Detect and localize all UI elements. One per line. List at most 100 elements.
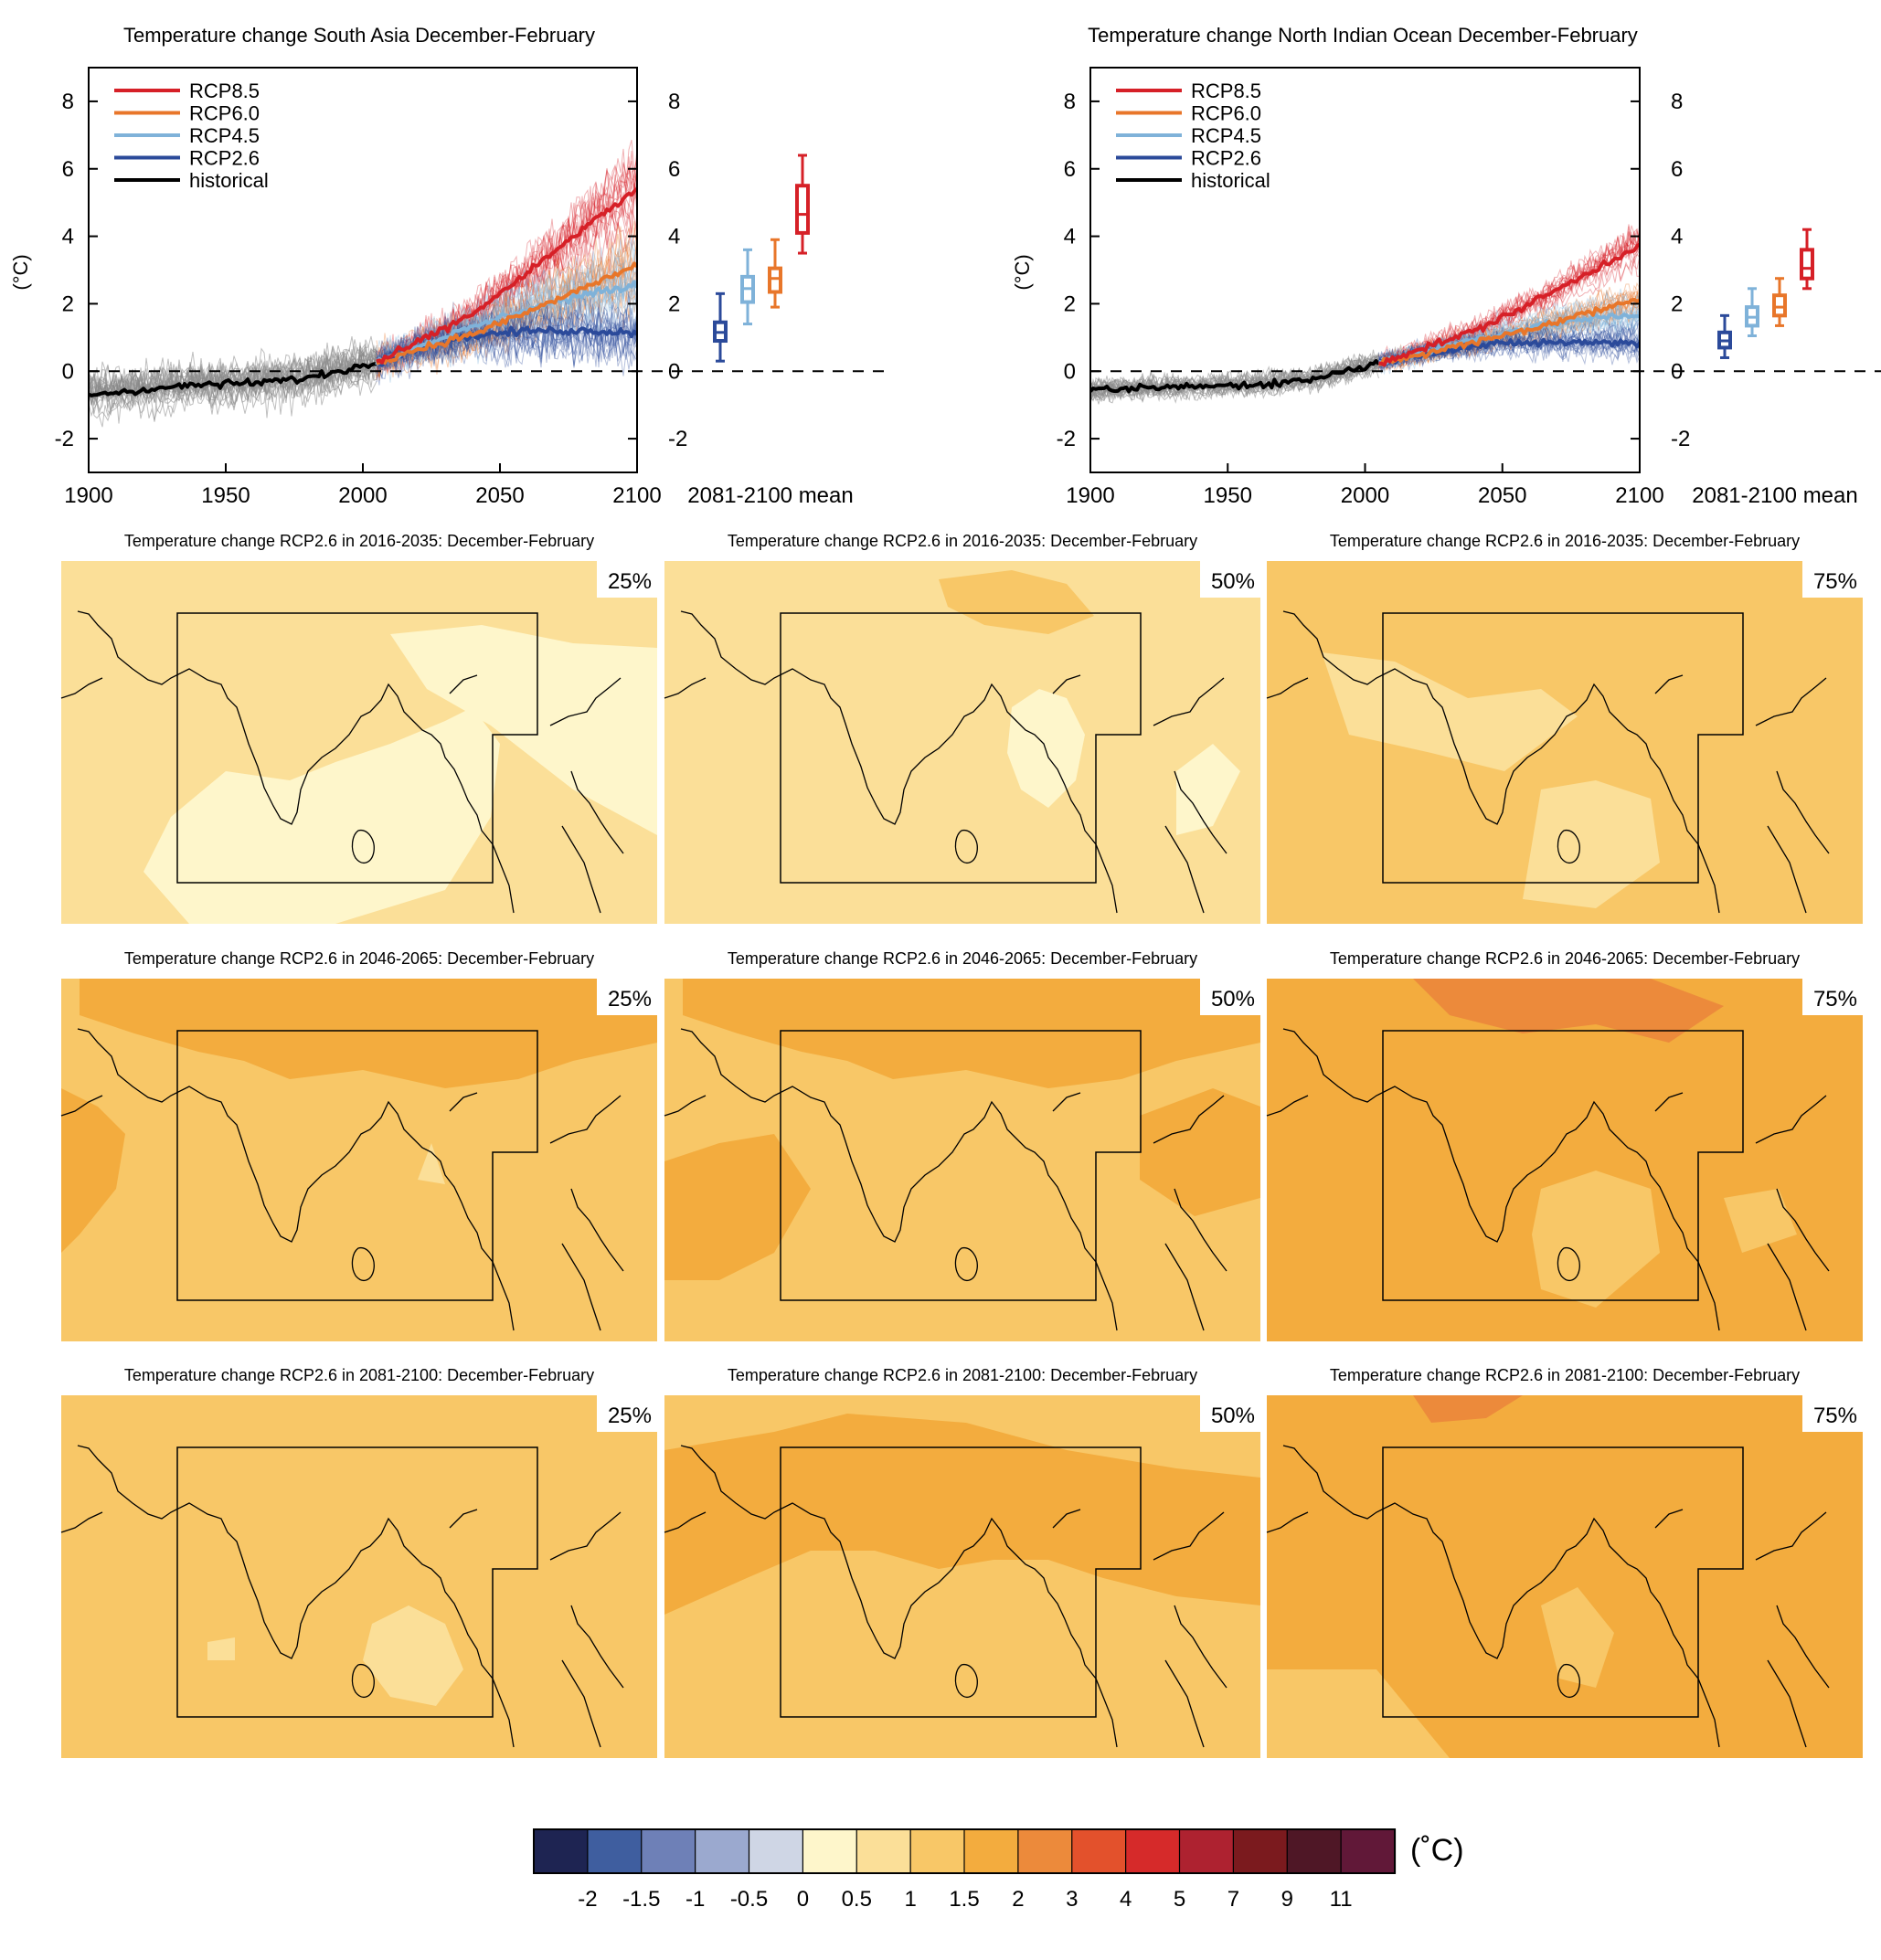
colorbar-cell [855, 1828, 912, 1874]
y-tick-label-left: 2 [62, 291, 74, 316]
coastline-sri-lanka [954, 829, 978, 863]
coastline [570, 770, 624, 854]
coastline [1767, 1243, 1807, 1331]
coastline [680, 1028, 1118, 1331]
ensemble-member-rcp26 [1378, 339, 1640, 372]
y-tick-label-left: -2 [55, 427, 74, 451]
map-shading-patch [1007, 689, 1085, 808]
ensemble-member-rcp85 [376, 156, 637, 372]
ensemble-member-rcp60 [376, 233, 637, 371]
coastline [1266, 677, 1309, 699]
y-tick-label-right: 4 [1671, 225, 1683, 249]
north-indian-ocean-ensemble [1090, 222, 1640, 405]
map-shading-patch [61, 1088, 125, 1253]
colorbar-label: 11 [1330, 1887, 1353, 1912]
coastline [664, 1511, 707, 1533]
map-shading-patch [1140, 1088, 1260, 1216]
coastline [77, 1445, 515, 1748]
ensemble-member-rcp26 [1378, 334, 1640, 373]
series-line-rcp60 [1378, 297, 1640, 366]
colorbar-label: 7 [1227, 1887, 1239, 1912]
x-tick-label: 2100 [612, 483, 661, 508]
legend-label: RCP8.5 [1191, 79, 1261, 102]
y-tick-label-left: 4 [62, 225, 74, 249]
map-panel: Temperature change RCP2.6 in 2016-2035: … [664, 532, 1260, 924]
legend-label: historical [189, 169, 269, 192]
y-tick-label-left: 6 [62, 157, 74, 182]
coastline-sri-lanka [954, 1663, 978, 1698]
coastline [1174, 1188, 1227, 1272]
region-boundary [780, 1446, 1142, 1718]
map-background [664, 561, 1260, 924]
percentile-label: 25% [608, 569, 652, 594]
coastline [1654, 1092, 1684, 1112]
x-tick-label: 1900 [1066, 483, 1114, 508]
coastline [570, 1605, 624, 1689]
south-asia-ylabel: (°C) [9, 254, 32, 290]
colorbar-cell [909, 1828, 966, 1874]
colorbar-cell [695, 1828, 750, 1874]
coastline-sri-lanka [351, 829, 375, 863]
north-indian-ocean-boxplot-label: 2081-2100 mean [1692, 483, 1857, 508]
coastline [570, 1188, 624, 1272]
percentile-label: 75% [1813, 987, 1857, 1012]
coastline [1755, 1095, 1827, 1144]
legend-label: RCP2.6 [1191, 147, 1261, 170]
south-asia-ensemble [89, 139, 637, 428]
ensemble-member-rcp45 [376, 275, 637, 374]
map-panel: Temperature change RCP2.6 in 2016-2035: … [1266, 532, 1863, 924]
coastline [1164, 825, 1205, 914]
colorbar-label: 4 [1120, 1887, 1132, 1912]
percentile-badge [597, 1395, 657, 1432]
map-shading-patch [1176, 744, 1240, 835]
region-boundary [780, 1030, 1142, 1301]
x-tick-label: 2000 [1341, 483, 1389, 508]
south-asia-series [89, 187, 637, 397]
coastline [1153, 1511, 1225, 1561]
coastline [1282, 1445, 1720, 1748]
coastline [449, 1509, 478, 1529]
coastline-sri-lanka [351, 1246, 375, 1281]
y-tick-label-left: 8 [1064, 90, 1076, 114]
y-tick-label-right: 2 [1671, 291, 1683, 316]
legend-label: RCP4.5 [1191, 124, 1261, 147]
x-tick-label: 1950 [1204, 483, 1252, 508]
map-panel-title: Temperature change RCP2.6 in 2046-2065: … [124, 949, 594, 968]
map-shading-patch [418, 1143, 445, 1184]
colorbar-cell [1232, 1828, 1289, 1874]
south-asia-boxplot-label: 2081-2100 mean [687, 483, 853, 508]
coastline [1052, 1509, 1081, 1529]
ensemble-member-rcp45 [376, 238, 637, 362]
series-line-historical [1090, 359, 1380, 394]
region-boundary [176, 1030, 538, 1301]
colorbar-cell [748, 1828, 804, 1874]
percentile-label: 25% [608, 1404, 652, 1428]
ensemble-member-rcp60 [376, 262, 637, 376]
ensemble-member-rcp60 [376, 227, 637, 369]
colorbar-label: 9 [1281, 1887, 1293, 1912]
legend-label: historical [1191, 169, 1270, 192]
map-shading-patch [1523, 780, 1660, 908]
region-boundary [1382, 1446, 1744, 1718]
colorbar-cell [963, 1828, 1019, 1874]
y-tick-label-right: 6 [1671, 157, 1683, 182]
x-tick-label: 1900 [64, 483, 112, 508]
region-boundary [780, 612, 1142, 884]
y-tick-label-left: 6 [1064, 157, 1076, 182]
map-shading-patch [390, 625, 657, 835]
percentile-badge [1802, 561, 1863, 598]
ensemble-member-rcp26 [376, 295, 637, 370]
series-line-rcp60 [376, 261, 637, 366]
map-panel-title: Temperature change RCP2.6 in 2081-2100: … [124, 1366, 594, 1384]
ensemble-member-rcp85 [376, 175, 637, 366]
percentile-badge [1802, 979, 1863, 1015]
map-shading-patch [207, 1637, 235, 1660]
ensemble-member-rcp45 [376, 297, 637, 377]
percentile-label: 50% [1211, 569, 1255, 594]
y-tick-label-right: 8 [1671, 90, 1683, 114]
boxplot-box [1800, 248, 1814, 281]
coastline [1282, 1028, 1720, 1331]
coastline [1755, 1511, 1827, 1561]
colorbar-cell [587, 1828, 643, 1874]
map-shading-patch [1541, 1587, 1614, 1688]
